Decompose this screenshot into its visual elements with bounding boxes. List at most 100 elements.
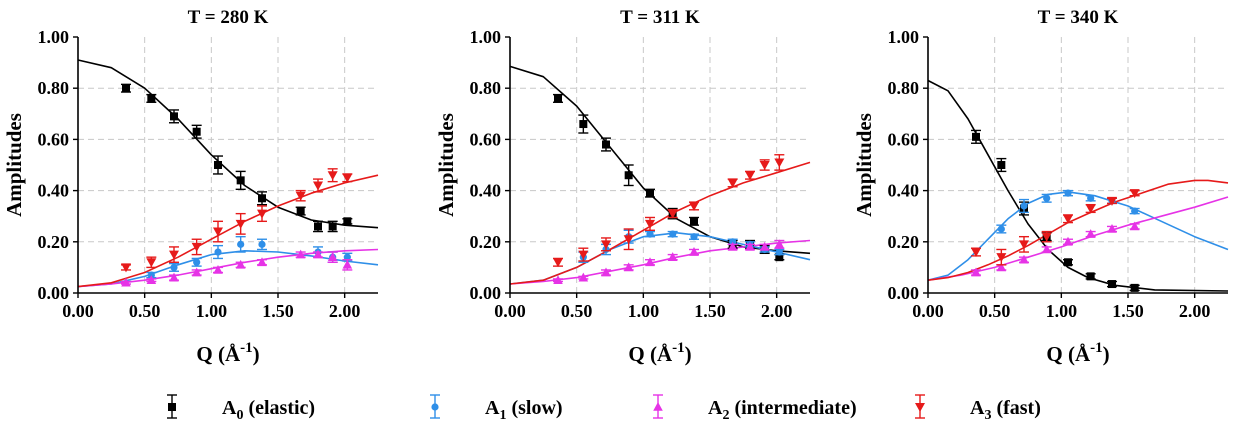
y-tick-label: 0.20 — [888, 232, 920, 252]
x-tick-label: 0.00 — [62, 301, 94, 321]
y-tick-label: 0.40 — [38, 181, 70, 201]
panel-title: T = 340 K — [1038, 7, 1119, 28]
data-point-A1 — [729, 238, 737, 246]
data-point-A0 — [1108, 280, 1116, 289]
x-axis-label: Q (Å-1) — [628, 340, 691, 366]
data-point-A0 — [624, 171, 633, 180]
data-point-A2 — [313, 249, 323, 259]
data-point-A0 — [192, 127, 201, 136]
panel-3: T = 340 K 0.00 0.50 1.00 1.50 2.00 0.00 0.20 0.4… — [852, 7, 1229, 366]
data-point-A1 — [193, 258, 201, 266]
x-axis-label: Q (Å-1) — [196, 340, 259, 366]
data-point-A2 — [578, 272, 589, 282]
y-tick-label: 0.00 — [470, 283, 502, 303]
data-point-A2 — [645, 257, 655, 267]
data-point-A0 — [690, 217, 698, 226]
y-tick-label: 1.00 — [470, 27, 502, 47]
data-point-A2 — [191, 267, 202, 277]
legend-item-A0: A0 (elastic) — [167, 394, 315, 421]
data-point-A3 — [146, 258, 157, 268]
fit-curve-A0 — [927, 79, 1229, 292]
y-axis-label: Amplitudes — [2, 113, 26, 217]
y-tick-label: 0.20 — [38, 232, 70, 252]
data-point-A1 — [646, 230, 654, 238]
y-tick-label: 0.40 — [888, 181, 920, 201]
data-point-A0 — [170, 112, 178, 121]
y-tick-label: 0.40 — [470, 181, 502, 201]
data-point-A0 — [579, 120, 588, 129]
panel-1: T = 280 K 0.00 0.50 1.00 1.50 2.00 0.00 0.20 0.4… — [2, 7, 379, 366]
data-point-A3 — [1107, 196, 1117, 206]
data-point-A2 — [121, 277, 131, 287]
y-axis-label: Amplitudes — [852, 113, 876, 217]
legend-marker — [168, 403, 176, 411]
x-tick-label: 2.00 — [1179, 301, 1211, 321]
panel-title: T = 311 K — [620, 7, 700, 28]
data-point-A3 — [745, 171, 755, 181]
panel-2: T = 311 K 0.00 0.50 1.00 1.50 2.00 0.00 0.20 0.4… — [434, 7, 811, 366]
legend-label: A1 (slow) — [485, 397, 563, 421]
data-point-A3 — [257, 209, 267, 219]
y-tick-label: 0.00 — [38, 283, 70, 303]
x-tick-label: 0.00 — [912, 301, 944, 321]
x-tick-label: 1.50 — [694, 301, 726, 321]
data-point-A3 — [1129, 189, 1140, 199]
data-point-A0 — [214, 161, 222, 169]
data-point-A1 — [1064, 189, 1072, 197]
data-point-A0 — [296, 207, 305, 216]
data-point-A0 — [122, 84, 130, 93]
y-axis-label: Amplitudes — [434, 113, 458, 217]
data-point-A2 — [169, 272, 179, 282]
data-point-A1 — [1087, 194, 1095, 202]
data-point-A2 — [601, 267, 611, 277]
data-point-A1 — [997, 225, 1005, 233]
y-tick-label: 0.80 — [888, 78, 920, 98]
data-point-A0 — [602, 140, 610, 149]
data-point-A2 — [327, 252, 338, 261]
data-point-A2 — [996, 262, 1007, 272]
fit-curve-A3 — [509, 161, 811, 285]
data-point-A0 — [343, 217, 352, 226]
legend-marker — [915, 403, 925, 412]
data-point-A0 — [1064, 258, 1072, 267]
data-point-A0 — [236, 176, 245, 185]
data-point-A1 — [147, 271, 155, 279]
data-point-A3 — [774, 158, 785, 168]
y-tick-label: 0.80 — [470, 78, 502, 98]
data-point-A1 — [775, 248, 783, 256]
data-point-A3 — [327, 171, 338, 181]
data-point-A0 — [554, 94, 562, 103]
data-point-A3 — [727, 178, 738, 188]
fit-curve-A3 — [77, 174, 379, 288]
data-point-A2 — [759, 241, 770, 251]
panel-title: T = 280 K — [188, 7, 269, 28]
data-point-A0 — [997, 161, 1006, 169]
y-tick-label: 0.60 — [888, 129, 920, 149]
data-point-A3 — [553, 258, 563, 268]
x-tick-label: 0.50 — [561, 301, 593, 321]
legend-item-A3: A3 (fast) — [915, 394, 1041, 421]
legend-label: A3 (fast) — [970, 397, 1041, 421]
data-point-A2 — [667, 252, 678, 261]
y-tick-label: 0.60 — [38, 129, 70, 149]
data-point-A0 — [1086, 272, 1095, 281]
data-point-A3 — [169, 250, 179, 260]
data-point-A0 — [1130, 283, 1139, 292]
data-point-A3 — [759, 161, 770, 170]
data-point-A1 — [1043, 194, 1051, 202]
data-point-A3 — [191, 242, 202, 252]
data-point-A3 — [996, 253, 1007, 263]
fit-curve-A1 — [77, 250, 379, 288]
data-point-A3 — [971, 248, 981, 258]
fit-curve-A3 — [927, 179, 1229, 281]
data-point-A0 — [328, 222, 337, 231]
data-point-A0 — [646, 189, 654, 198]
data-point-A0 — [314, 222, 322, 231]
data-point-A3 — [313, 181, 323, 191]
data-point-A3 — [645, 219, 655, 229]
data-point-A2 — [1063, 236, 1073, 246]
data-point-A0 — [972, 132, 980, 141]
data-point-A3 — [342, 173, 353, 183]
x-tick-label: 1.50 — [262, 301, 294, 321]
